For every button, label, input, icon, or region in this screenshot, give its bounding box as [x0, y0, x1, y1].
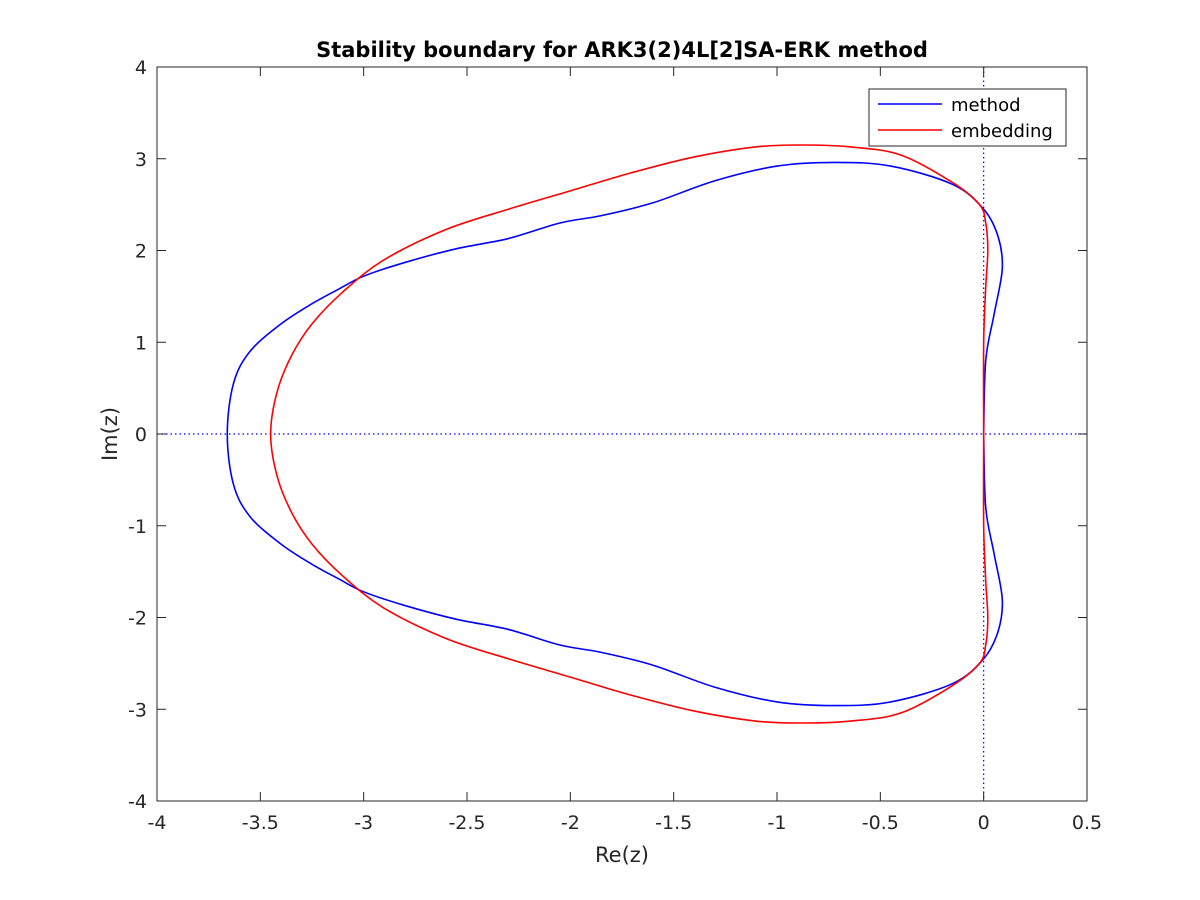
legend-box — [868, 88, 1067, 147]
x-tick-label: -1 — [768, 812, 787, 834]
legend-label-embedding: embedding — [951, 121, 1053, 142]
y-tick-label: -4 — [128, 791, 147, 813]
x-tick-label: 0 — [978, 812, 990, 834]
legend-label-method: method — [951, 95, 1021, 116]
series-line-method — [226, 161, 1004, 707]
x-tick-label: -3.5 — [242, 812, 279, 834]
y-tick-label: 4 — [135, 57, 147, 79]
x-tick-label: 0.5 — [1072, 812, 1102, 834]
tick-labels: -4 -3.5 -3 -2.5 -2 -1.5 -1 -0.5 0 0.5 -4 -3 -2 -1 0 1 2 3… — [128, 57, 1102, 834]
y-axis-label: Im(z) — [98, 407, 122, 461]
y-tick-label: -2 — [128, 608, 147, 630]
y-tick-label: 3 — [135, 149, 147, 171]
series-line-embedding — [269, 144, 989, 724]
x-tick-label: -2.5 — [448, 812, 485, 834]
y-tick-label: 0 — [135, 424, 147, 446]
x-tick-label: -0.5 — [862, 812, 899, 834]
y-tick-label: 2 — [135, 241, 147, 263]
x-tick-label: -3 — [354, 812, 373, 834]
y-tick-label: 1 — [135, 332, 147, 354]
x-tick-label: -4 — [148, 812, 167, 834]
x-tick-label: -1.5 — [655, 812, 692, 834]
reference-lines — [157, 67, 1087, 801]
axes-frame — [156, 66, 1088, 802]
y-tick-label: -3 — [128, 699, 147, 721]
x-axis-label: Re(z) — [595, 843, 649, 867]
x-tick-label: -2 — [561, 812, 580, 834]
y-tick-label: -1 — [128, 516, 147, 538]
legend: method embedding — [868, 88, 1067, 147]
series-layer — [226, 144, 1004, 724]
chart-title: Stability boundary for ARK3(2)4L[2]SA-ER… — [316, 38, 928, 62]
